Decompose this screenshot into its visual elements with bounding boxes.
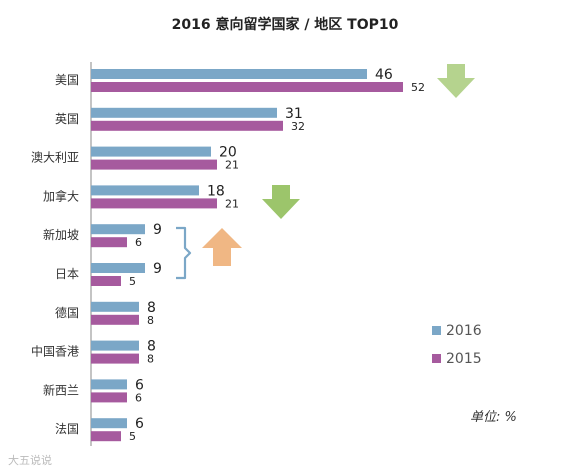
bar-2016 xyxy=(91,301,139,312)
category-label: 加拿大 xyxy=(43,188,79,203)
bar-2015 xyxy=(91,314,139,325)
value-label-2016: 8 xyxy=(147,339,156,355)
value-label-2016: 8 xyxy=(147,300,156,316)
category-label: 日本 xyxy=(55,267,79,281)
value-label-2016: 6 xyxy=(135,416,144,432)
down-arrow-icon xyxy=(262,185,300,219)
bar-2015 xyxy=(91,159,217,170)
legend-swatch xyxy=(432,326,441,335)
bar-2016 xyxy=(91,379,127,390)
value-label-2016: 9 xyxy=(153,261,162,277)
value-label-2015: 6 xyxy=(135,391,142,404)
value-label-2015: 6 xyxy=(135,236,142,249)
value-label-2016: 46 xyxy=(375,67,393,83)
value-label-2016: 6 xyxy=(135,377,144,393)
bar-2015 xyxy=(91,392,127,403)
bar-2016 xyxy=(91,340,139,351)
value-label-2016: 20 xyxy=(219,145,237,161)
bar-2015 xyxy=(91,198,217,209)
value-label-2015: 8 xyxy=(147,314,154,327)
bar-2016 xyxy=(91,146,211,157)
category-label: 新西兰 xyxy=(43,382,79,397)
category-label: 法国 xyxy=(55,422,79,436)
bar-2016 xyxy=(91,107,277,118)
bar-2016 xyxy=(91,69,367,79)
value-label-2015: 8 xyxy=(147,353,154,366)
value-label-2016: 18 xyxy=(207,183,225,199)
value-label-2016: 9 xyxy=(153,222,162,238)
legend-label: 2016 xyxy=(446,323,482,339)
bar-2016 xyxy=(91,418,127,429)
bar-2016 xyxy=(91,185,199,196)
bar-2015 xyxy=(91,82,403,92)
category-label: 澳大利亚 xyxy=(31,151,79,165)
bar-2015 xyxy=(91,276,121,286)
value-label-2015: 21 xyxy=(225,197,239,210)
group-bracket xyxy=(176,226,192,280)
bar-2016 xyxy=(91,263,145,273)
legend-swatch xyxy=(432,354,441,363)
category-label: 德国 xyxy=(55,305,79,320)
value-label-2015: 5 xyxy=(129,430,136,443)
category-label: 新加坡 xyxy=(43,227,79,242)
value-label-2015: 52 xyxy=(411,81,425,94)
bar-2015 xyxy=(91,237,127,248)
value-label-2015: 21 xyxy=(225,159,239,172)
bar-2016 xyxy=(91,224,145,235)
value-label-2015: 5 xyxy=(129,275,136,288)
category-label: 中国香港 xyxy=(31,344,79,359)
value-label-2016: 31 xyxy=(285,106,303,122)
up-arrow-icon xyxy=(202,228,242,266)
category-label: 美国 xyxy=(55,73,79,87)
legend-label: 2015 xyxy=(446,351,482,367)
bar-2015 xyxy=(91,120,283,131)
bar-2015 xyxy=(91,431,121,442)
value-label-2015: 32 xyxy=(291,120,305,133)
bar-2015 xyxy=(91,353,139,364)
chart-title: 2016 意向留学国家 / 地区 TOP10 xyxy=(171,17,399,33)
unit-label: 单位: % xyxy=(470,410,517,425)
category-label: 英国 xyxy=(55,112,79,126)
down-arrow-icon xyxy=(437,64,475,98)
watermark: 大五说说 xyxy=(8,454,52,467)
